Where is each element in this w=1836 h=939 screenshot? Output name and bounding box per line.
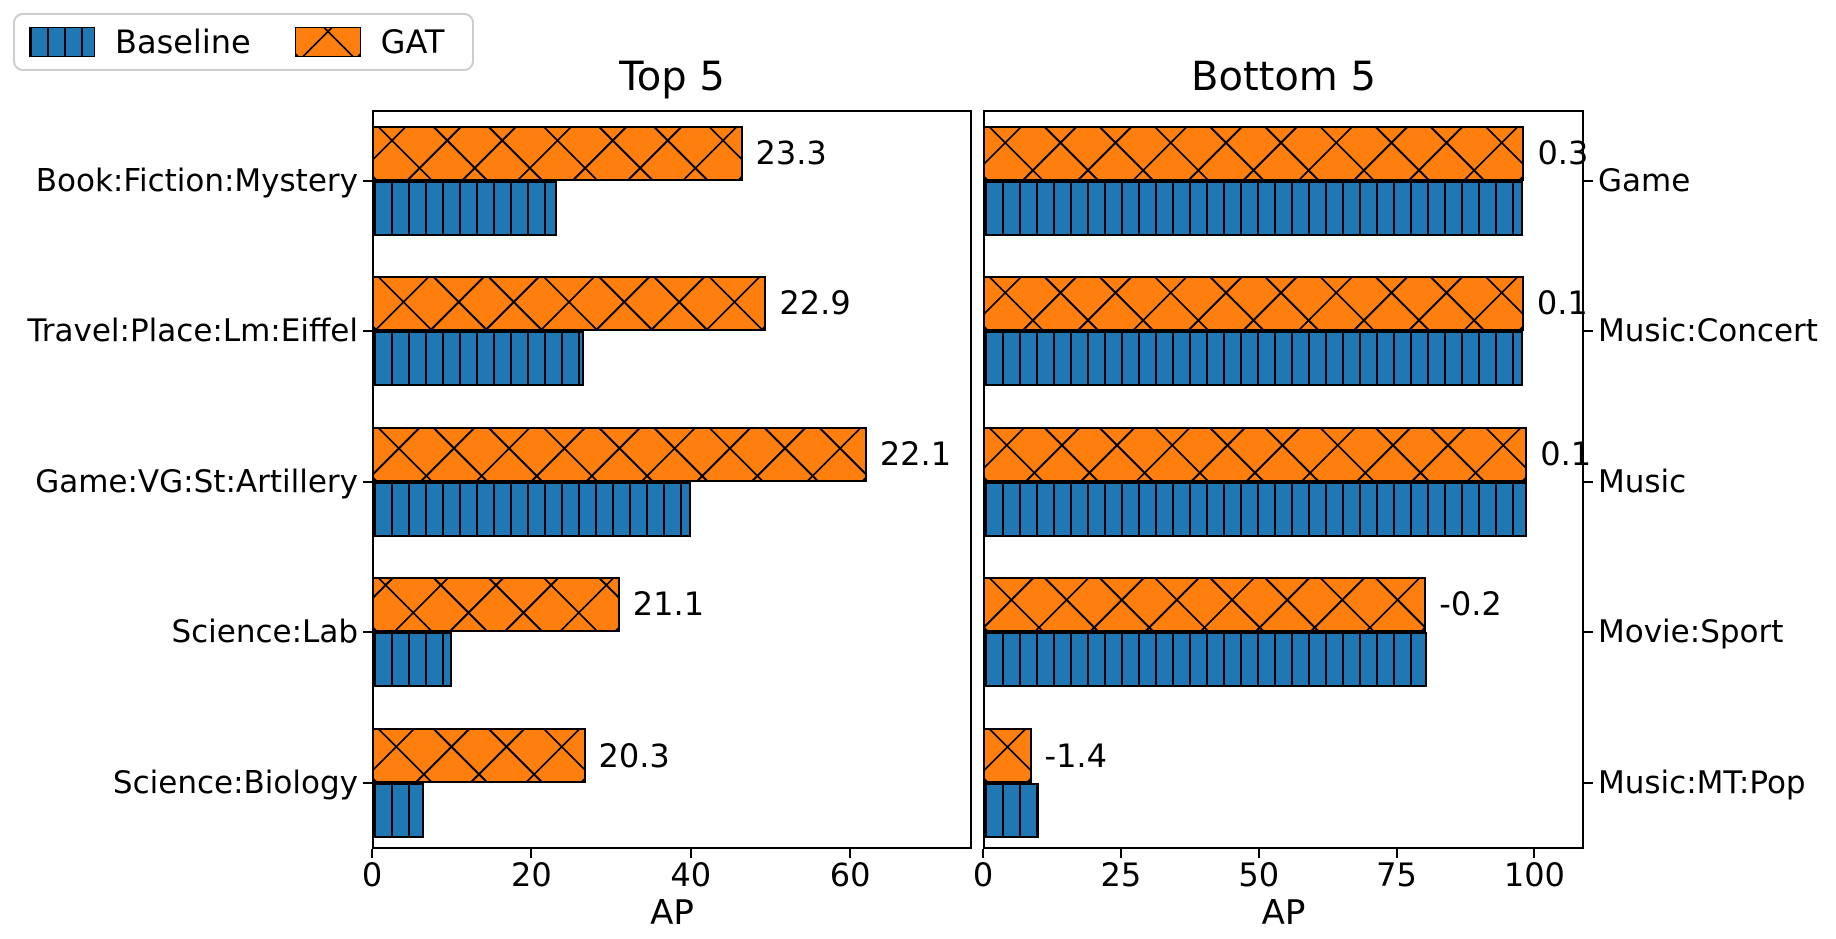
gat-bar	[983, 125, 1525, 181]
delta-annotation: -1.4	[1044, 736, 1107, 775]
category-label: Travel:Place:Lm:Eiffel	[27, 312, 358, 349]
category-label: Science:Lab	[171, 613, 358, 650]
x-tick-label: 50	[1238, 856, 1280, 894]
legend: Baseline GAT	[13, 13, 475, 71]
y-tick-mark	[1584, 480, 1593, 483]
baseline-swatch-icon	[29, 27, 95, 57]
delta-annotation: 22.1	[879, 435, 952, 474]
xlabel-bottom5: AP	[1261, 893, 1306, 933]
delta-annotation: 0.1	[1536, 284, 1588, 323]
x-tick-mark	[1119, 849, 1122, 858]
panel-title-top5: Top 5	[619, 54, 725, 100]
delta-annotation: 21.1	[632, 585, 705, 624]
gat-bar	[372, 576, 620, 632]
y-tick-mark	[363, 630, 372, 633]
x-tick-label: 100	[1503, 856, 1565, 894]
y-tick-mark	[1584, 630, 1593, 633]
x-tick-mark	[371, 849, 373, 858]
x-tick-mark	[982, 849, 984, 858]
category-label: Game:VG:St:Artillery	[35, 463, 358, 500]
x-tick-label: 40	[670, 856, 712, 894]
y-tick-mark	[1584, 329, 1593, 332]
gat-bar	[372, 426, 867, 482]
x-tick-label: 25	[1100, 856, 1142, 894]
panel-title-bottom5: Bottom 5	[1191, 54, 1376, 100]
category-label: Music:MT:Pop	[1598, 765, 1806, 802]
gat-bar	[983, 275, 1524, 331]
x-tick-label: 75	[1376, 856, 1417, 894]
baseline-bar	[983, 631, 1428, 687]
x-tick-label: 0	[361, 856, 383, 894]
gat-swatch-icon	[294, 27, 361, 57]
gat-bar	[372, 275, 767, 331]
category-label: Music:Concert	[1598, 312, 1818, 349]
x-tick-mark	[1257, 849, 1260, 858]
y-tick-mark	[363, 480, 372, 483]
y-tick-mark	[363, 782, 372, 785]
legend-item-gat: GAT	[294, 23, 445, 61]
delta-annotation: 0.3	[1537, 134, 1589, 173]
xlabel-top5: AP	[650, 893, 694, 933]
gat-bar	[372, 728, 586, 784]
x-tick-mark	[1395, 849, 1398, 858]
x-tick-mark	[530, 849, 533, 858]
y-tick-mark	[1584, 179, 1593, 182]
baseline-bar	[983, 180, 1523, 236]
delta-annotation: -0.2	[1439, 585, 1502, 624]
baseline-bar	[983, 783, 1040, 839]
x-tick-label: 0	[972, 856, 994, 894]
delta-annotation: 20.3	[598, 736, 670, 775]
gat-bar	[372, 125, 743, 181]
category-label: Book:Fiction:Mystery	[35, 162, 358, 199]
baseline-bar	[372, 330, 584, 386]
x-tick-label: 60	[829, 856, 871, 894]
baseline-bar	[372, 783, 424, 839]
y-tick-mark	[1584, 782, 1593, 785]
x-tick-mark	[689, 849, 692, 858]
legend-label-gat: GAT	[380, 23, 445, 61]
gat-bar	[983, 728, 1032, 784]
legend-label-baseline: Baseline	[115, 23, 251, 61]
gat-bar	[983, 576, 1427, 632]
baseline-bar	[372, 481, 691, 537]
x-tick-mark	[849, 849, 852, 858]
delta-annotation: 23.3	[755, 134, 827, 173]
y-tick-mark	[363, 329, 372, 332]
gat-bar	[983, 426, 1528, 482]
baseline-bar	[372, 180, 557, 236]
x-tick-mark	[1533, 849, 1536, 858]
baseline-bar	[372, 631, 452, 687]
baseline-bar	[983, 330, 1524, 386]
legend-item-baseline: Baseline	[29, 23, 251, 61]
y-tick-mark	[363, 179, 372, 182]
category-label: Music	[1598, 463, 1687, 500]
category-label: Science:Biology	[112, 765, 358, 802]
category-label: Movie:Sport	[1598, 613, 1784, 650]
x-tick-label: 20	[511, 856, 552, 894]
baseline-bar	[983, 481, 1527, 537]
delta-annotation: 22.9	[779, 284, 851, 323]
delta-annotation: 0.1	[1540, 435, 1592, 474]
category-label: Game	[1598, 162, 1691, 199]
